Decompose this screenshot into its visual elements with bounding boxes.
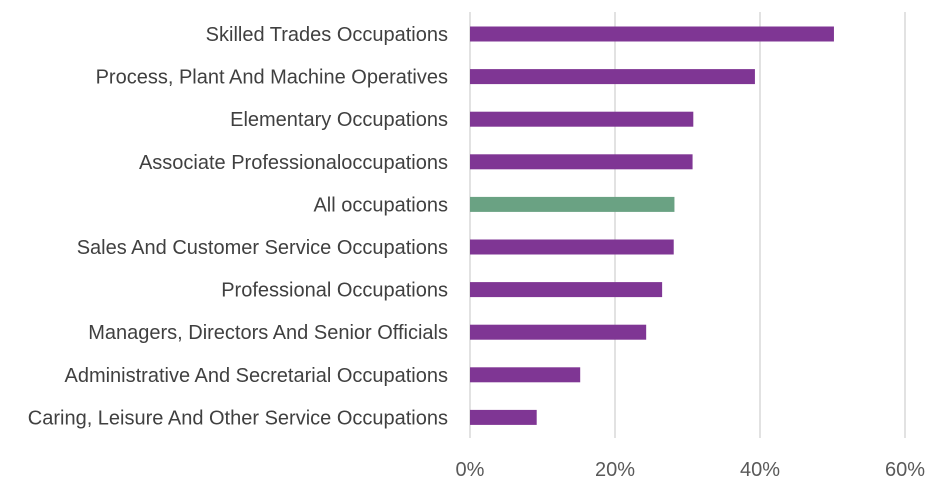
category-labels: Skilled Trades Occupations Process, Plant…	[28, 24, 448, 429]
category-label: Skilled Trades Occupations	[206, 24, 448, 46]
x-tick-label: 40%	[740, 459, 780, 481]
bar	[470, 367, 581, 383]
category-label: Caring, Leisure And Other Service Occupa…	[28, 407, 448, 429]
bar	[470, 324, 647, 340]
category-label: Elementary Occupations	[230, 109, 448, 131]
category-label: Administrative And Secretarial Occupatio…	[64, 365, 448, 387]
bar	[470, 196, 675, 212]
bar	[470, 69, 755, 85]
category-label: Managers, Directors And Senior Officials	[88, 322, 448, 344]
bars	[470, 26, 834, 425]
category-label: Professional Occupations	[221, 280, 448, 302]
x-tick-label: 60%	[885, 459, 925, 481]
bar	[470, 239, 674, 255]
bar	[470, 282, 663, 298]
category-label: Process, Plant And Machine Operatives	[96, 67, 448, 89]
bar	[470, 154, 693, 170]
category-label: All occupations	[313, 194, 448, 216]
x-tick-label: 20%	[595, 459, 635, 481]
bar	[470, 26, 834, 42]
x-tick-label: 0%	[456, 459, 485, 481]
category-label: Associate Professionaloccupations	[139, 152, 448, 174]
bar	[470, 111, 694, 127]
bar	[470, 409, 537, 425]
category-label: Sales And Customer Service Occupations	[77, 237, 448, 259]
x-axis-tick-labels: 0% 20% 40% 60%	[456, 459, 926, 481]
